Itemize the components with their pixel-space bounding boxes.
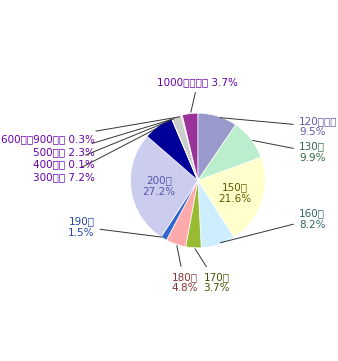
Wedge shape <box>172 115 198 180</box>
Text: 150円
21.6%: 150円 21.6% <box>218 182 251 204</box>
Wedge shape <box>130 136 198 237</box>
Text: 120円以下
9.5%: 120円以下 9.5% <box>220 116 337 138</box>
Text: 180円
4.8%: 180円 4.8% <box>171 245 198 293</box>
Wedge shape <box>198 180 234 248</box>
Wedge shape <box>147 118 198 180</box>
Text: 200円
27.2%: 200円 27.2% <box>143 175 176 197</box>
Wedge shape <box>198 157 265 238</box>
Wedge shape <box>182 113 198 180</box>
Text: 300円， 7.2%: 300円， 7.2% <box>33 129 156 182</box>
Wedge shape <box>198 113 236 180</box>
Text: 170円
3.7%: 170円 3.7% <box>195 249 230 293</box>
Wedge shape <box>171 118 198 180</box>
Wedge shape <box>161 180 198 240</box>
Text: 400円， 0.1%: 400円， 0.1% <box>33 121 170 169</box>
Text: 1000円以上， 3.7%: 1000円以上， 3.7% <box>158 77 238 112</box>
Text: 600円～900円， 0.3%: 600円～900円， 0.3% <box>1 117 179 144</box>
Wedge shape <box>186 180 201 248</box>
Text: 190円
1.5%: 190円 1.5% <box>68 216 162 238</box>
Wedge shape <box>167 180 198 247</box>
Wedge shape <box>198 125 261 180</box>
Text: 500円， 2.3%: 500円， 2.3% <box>33 119 174 157</box>
Wedge shape <box>181 115 198 180</box>
Text: 160円
8.2%: 160円 8.2% <box>220 209 325 243</box>
Text: 130円
9.9%: 130円 9.9% <box>252 140 325 163</box>
